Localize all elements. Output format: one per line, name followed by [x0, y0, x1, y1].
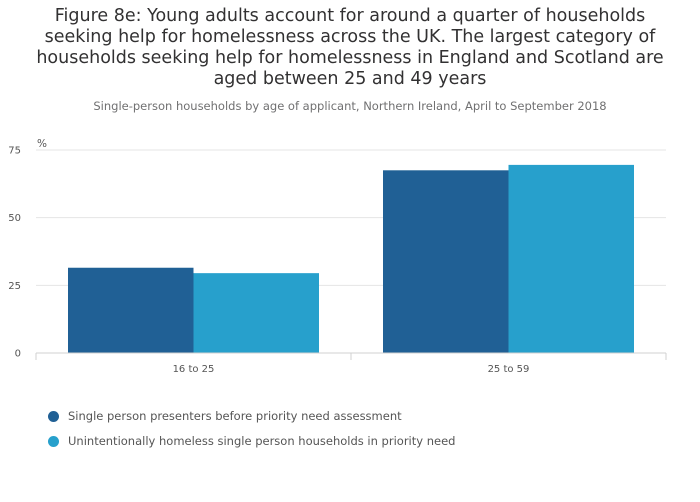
chart-title: Figure 8e: Young adults account for arou…	[36, 6, 664, 89]
bar-2-16-to-25[interactable]	[193, 273, 320, 353]
legend-label: Unintentionally homeless single person h…	[68, 434, 456, 448]
bar-2-25-to-59[interactable]	[508, 164, 635, 353]
bar-1-16-to-25[interactable]	[68, 267, 194, 353]
legend: Single person presenters before priority…	[48, 406, 455, 456]
y-tick-label: 50	[8, 213, 21, 224]
y-tick-label: 25	[8, 281, 21, 292]
axes: 0 25 50 75% 16 to 25 25 to 59	[8, 138, 667, 375]
legend-swatch	[48, 435, 59, 447]
x-tick-label: 16 to 25	[173, 364, 215, 375]
x-tick-label: 25 to 59	[488, 364, 530, 375]
bar-chart: 0 25 50 75% 16 to 25 25 to 59	[8, 138, 667, 375]
legend-item[interactable]: Single person presenters before priority…	[48, 406, 455, 426]
y-tick-label: 75	[8, 146, 21, 157]
y-unit-label: %	[37, 138, 47, 150]
chart-subtitle: Single-person households by age of appli…	[93, 99, 607, 113]
legend-swatch	[48, 410, 59, 422]
y-tick-label: 0	[15, 349, 21, 360]
bar-1-25-to-59[interactable]	[383, 170, 509, 353]
bars	[68, 164, 635, 353]
legend-label: Single person presenters before priority…	[68, 409, 402, 423]
legend-item[interactable]: Unintentionally homeless single person h…	[48, 431, 455, 451]
